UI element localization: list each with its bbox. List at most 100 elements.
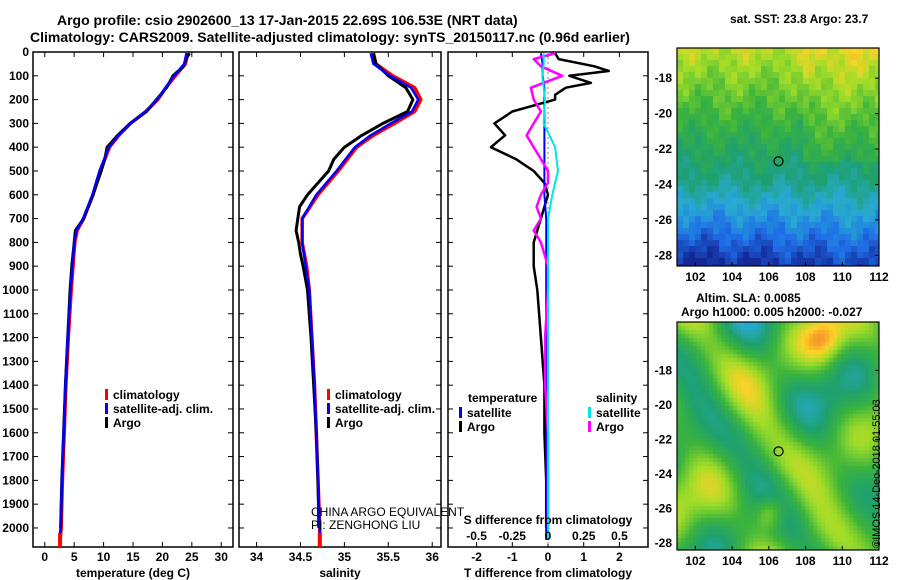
map-cell — [767, 156, 774, 163]
map-cell — [809, 462, 814, 467]
map-cell — [869, 138, 876, 145]
map-cell — [801, 378, 806, 383]
map-cell — [769, 542, 774, 547]
map-cell — [833, 192, 840, 199]
depth-tick-label: 800 — [9, 235, 29, 249]
map-cell — [849, 518, 854, 523]
map-cell — [701, 48, 708, 55]
map-cell — [713, 418, 718, 423]
map-cell — [705, 526, 710, 531]
map-cell — [749, 174, 756, 181]
map-cell — [785, 378, 790, 383]
map-cell — [705, 482, 710, 487]
map-cell — [701, 374, 706, 379]
map-cell — [705, 438, 710, 443]
map-cell — [713, 108, 720, 115]
map-cell — [721, 390, 726, 395]
map-cell — [793, 414, 798, 419]
map-cell — [805, 390, 810, 395]
map-cell — [857, 204, 864, 211]
map-cell — [681, 502, 686, 507]
map-cell — [697, 442, 702, 447]
map-cell — [755, 150, 762, 157]
map-cell — [825, 482, 830, 487]
map-cell — [705, 326, 710, 331]
map-cell — [857, 454, 862, 459]
map-cell — [853, 502, 858, 507]
map-cell — [857, 78, 864, 85]
map-cell — [729, 526, 734, 531]
map-cell — [749, 342, 754, 347]
map-cell — [705, 410, 710, 415]
map-cell — [803, 108, 810, 115]
map-cell — [839, 132, 846, 139]
map-cell — [713, 386, 718, 391]
map-cell — [833, 138, 840, 145]
map-cell — [745, 494, 750, 499]
map-cell — [817, 414, 822, 419]
map-cell — [761, 478, 766, 483]
map-cell — [785, 542, 790, 547]
map-cell — [717, 454, 722, 459]
map-cell — [685, 362, 690, 367]
map-cell — [817, 410, 822, 415]
map-cell — [683, 216, 690, 223]
map-cell — [685, 498, 690, 503]
map-cell — [853, 458, 858, 463]
map-cell — [821, 222, 828, 229]
map-cell — [717, 438, 722, 443]
map-cell — [773, 426, 778, 431]
map-cell — [773, 538, 778, 543]
map-cell — [685, 370, 690, 375]
map-cell — [869, 168, 876, 175]
map-cell — [697, 354, 702, 359]
map-cell — [717, 422, 722, 427]
map-cell — [803, 126, 810, 133]
map-cell — [709, 466, 714, 471]
map-cell — [753, 326, 758, 331]
map-cell — [817, 378, 822, 383]
map-cell — [767, 120, 774, 127]
map-cell — [685, 450, 690, 455]
map-cell — [689, 454, 694, 459]
map-cell — [833, 168, 840, 175]
map-cell — [839, 90, 846, 97]
map-cell — [877, 454, 879, 459]
map-cell — [849, 450, 854, 455]
map-cell — [713, 350, 718, 355]
map-cell — [725, 144, 732, 151]
map-cell — [717, 378, 722, 383]
map-cell — [821, 90, 828, 97]
map-cell — [761, 522, 766, 527]
map-cell — [717, 478, 722, 483]
map-cell — [761, 338, 766, 343]
depth-tick-label: 1000 — [2, 283, 29, 297]
map-cell — [721, 410, 726, 415]
map-cell — [677, 466, 682, 471]
map-cell — [805, 366, 810, 371]
map-cell — [681, 462, 686, 467]
map-cell — [681, 426, 686, 431]
map-cell — [725, 526, 730, 531]
map-cell — [743, 186, 750, 193]
map-cell — [717, 354, 722, 359]
map-cell — [797, 426, 802, 431]
map-cell — [849, 530, 854, 535]
map-cell — [861, 526, 866, 531]
map-cell — [695, 54, 702, 61]
map-cell — [749, 374, 754, 379]
map-cell — [737, 434, 742, 439]
map-cell — [693, 374, 698, 379]
map-cell — [743, 162, 750, 169]
map-cell — [805, 358, 810, 363]
map-cell — [845, 84, 852, 91]
map-cell — [789, 354, 794, 359]
map-cell — [681, 498, 686, 503]
map-cell — [797, 198, 804, 205]
map-cell — [745, 350, 750, 355]
map-cell — [683, 204, 690, 211]
map-cell — [683, 162, 690, 169]
map-cell — [729, 398, 734, 403]
map-cell — [813, 502, 818, 507]
map-cell — [779, 180, 786, 187]
